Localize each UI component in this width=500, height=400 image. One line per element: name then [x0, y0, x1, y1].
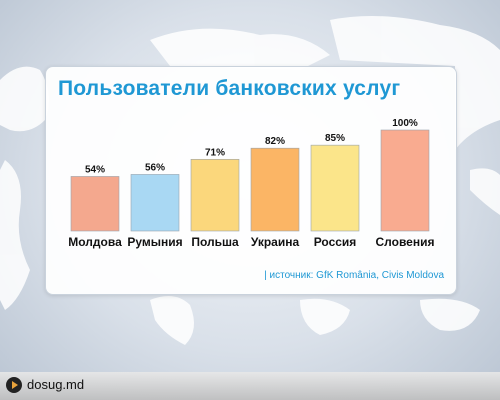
category-label: Румыния [127, 235, 182, 249]
source-note: | источник: GfK România, Civis Moldova [264, 270, 444, 281]
category-label: Украина [251, 235, 300, 249]
bar-5 [310, 144, 360, 232]
bar-3 [190, 158, 240, 232]
chart-panel: Пользователи банковских услуг 54% Молдова… [45, 66, 457, 295]
bar-chart: 54% Молдова 56% Румыния 71% Польша 82% Украина 8… [68, 118, 435, 249]
data-label: 54% [85, 164, 105, 175]
category-label: Словения [376, 235, 435, 249]
bottom-bar: dosug.md [0, 372, 500, 400]
bar-6 [380, 129, 430, 232]
bar-1 [70, 176, 120, 232]
category-label: Молдова [68, 235, 122, 249]
bar-4 [250, 147, 300, 232]
bar-2 [130, 174, 180, 232]
data-label: 100% [392, 118, 418, 129]
category-label: Польша [191, 235, 239, 249]
data-label: 85% [325, 133, 345, 144]
category-label: Россия [314, 235, 357, 249]
data-label: 56% [145, 162, 165, 173]
play-logo-icon [6, 377, 22, 393]
logo-text: dosug.md [27, 377, 85, 392]
data-label: 71% [205, 147, 225, 158]
data-label: 82% [265, 136, 285, 147]
chart-title: Пользователи банковских услуг [58, 77, 401, 100]
